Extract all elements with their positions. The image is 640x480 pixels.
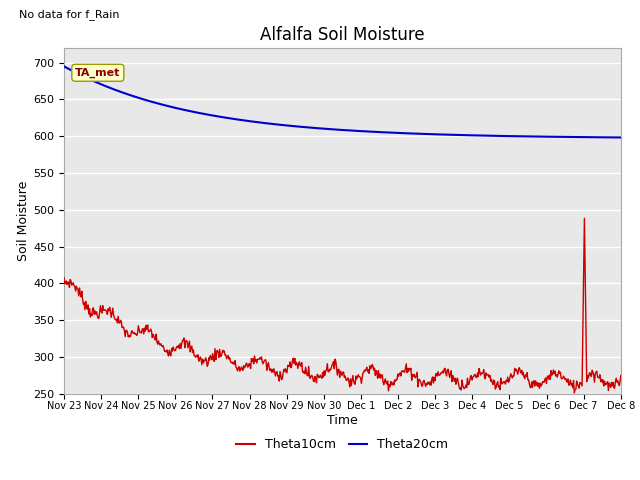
Y-axis label: Soil Moisture: Soil Moisture [17, 180, 30, 261]
X-axis label: Time: Time [327, 414, 358, 427]
Text: TA_met: TA_met [75, 68, 120, 78]
Text: No data for f_Rain: No data for f_Rain [19, 10, 120, 20]
Title: Alfalfa Soil Moisture: Alfalfa Soil Moisture [260, 25, 425, 44]
Legend: Theta10cm, Theta20cm: Theta10cm, Theta20cm [232, 433, 453, 456]
